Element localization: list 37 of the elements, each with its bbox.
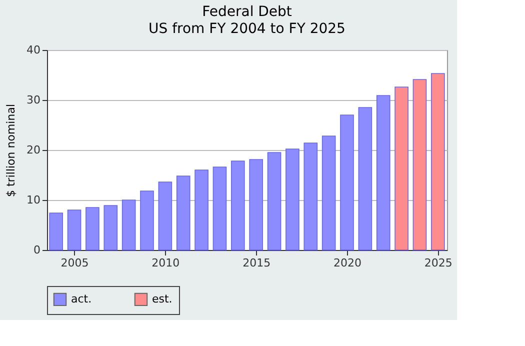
bar	[194, 170, 208, 250]
bar	[231, 160, 245, 250]
bar	[286, 148, 300, 250]
bar	[249, 159, 263, 250]
y-tick-label: 40	[26, 44, 40, 56]
bar	[394, 86, 408, 250]
x-tick-label: 2005	[60, 256, 89, 270]
x-tick-label: 2020	[334, 256, 362, 270]
bar	[358, 107, 372, 250]
legend-label: est.	[152, 292, 172, 306]
bar	[49, 212, 63, 250]
bar	[412, 79, 427, 250]
x-tick-label: 2025	[424, 256, 452, 270]
chart-subtitle: US from FY 2004 to FY 2025	[148, 21, 346, 37]
bar	[304, 142, 318, 250]
bar	[267, 152, 282, 250]
bar	[140, 190, 154, 250]
bar	[122, 200, 136, 250]
bar	[340, 114, 354, 250]
bar	[104, 205, 118, 250]
bar	[86, 207, 100, 250]
x-tick-label: 2015	[242, 256, 271, 270]
bar	[67, 210, 82, 250]
chart-title: Federal Debt	[202, 4, 292, 20]
bar	[212, 166, 227, 250]
y-tick-label: 30	[26, 94, 40, 106]
bar	[176, 176, 190, 250]
bar	[322, 136, 336, 250]
y-tick-label: 0	[34, 244, 40, 256]
y-tick-label: 10	[26, 194, 40, 206]
x-tick-label: 2010	[152, 256, 180, 270]
y-axis-title: $ trillion nominal	[4, 104, 18, 197]
bar	[376, 95, 390, 250]
bar	[431, 73, 445, 250]
bar	[158, 182, 172, 250]
legend-label: act.	[71, 292, 92, 306]
y-tick-label: 20	[26, 144, 40, 156]
